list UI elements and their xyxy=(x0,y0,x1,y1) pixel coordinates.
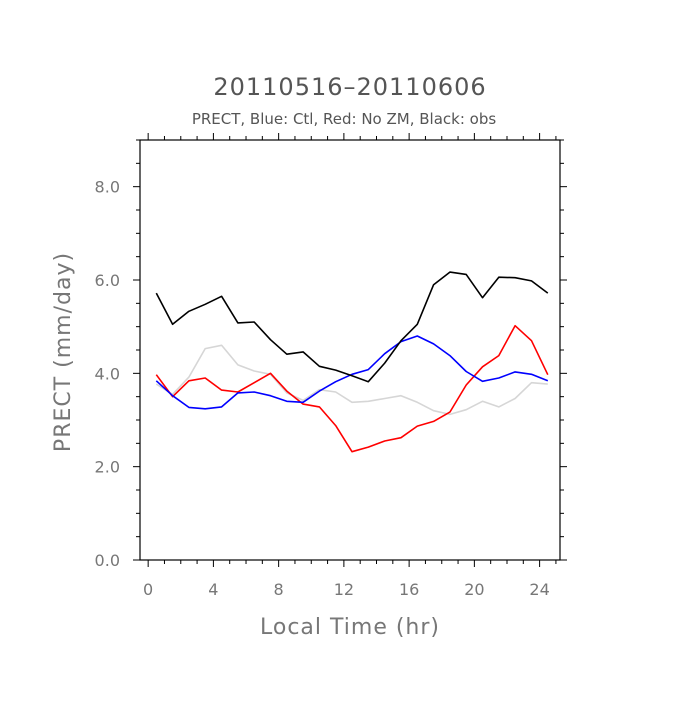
x-tick-label: 24 xyxy=(529,580,549,599)
x-tick-label: 8 xyxy=(274,580,284,599)
x-axis-label: Local Time (hr) xyxy=(260,615,440,640)
x-tick-label: 20 xyxy=(464,580,484,599)
series-line-3 xyxy=(155,344,548,416)
x-tick-label: 16 xyxy=(399,580,419,599)
y-axis-label: PRECT (mm/day) xyxy=(51,252,76,452)
y-tick-label: 8.0 xyxy=(95,178,120,197)
x-tick-label: 0 xyxy=(143,580,153,599)
series-line-1 xyxy=(155,335,549,410)
tick-label-layer: 0 4 8 12 16 20 24 0.0 2.0 4.0 6.0 8.0 xyxy=(95,178,550,599)
y-tick-label: 4.0 xyxy=(95,364,120,383)
series-layer xyxy=(155,271,549,453)
x-tick-label: 4 xyxy=(208,580,218,599)
series-line-0 xyxy=(155,271,549,383)
x-tick-label: 12 xyxy=(334,580,354,599)
tick-layer xyxy=(133,133,567,567)
y-tick-label: 0.0 xyxy=(95,551,120,570)
y-tick-label: 6.0 xyxy=(95,271,120,290)
series-line-2 xyxy=(155,324,549,453)
chart-title: 20110516–20110606 xyxy=(213,73,486,101)
chart-subtitle: PRECT, Blue: Ctl, Red: No ZM, Black: obs xyxy=(192,110,497,128)
y-tick-label: 2.0 xyxy=(95,458,120,477)
plot-frame xyxy=(139,139,561,561)
